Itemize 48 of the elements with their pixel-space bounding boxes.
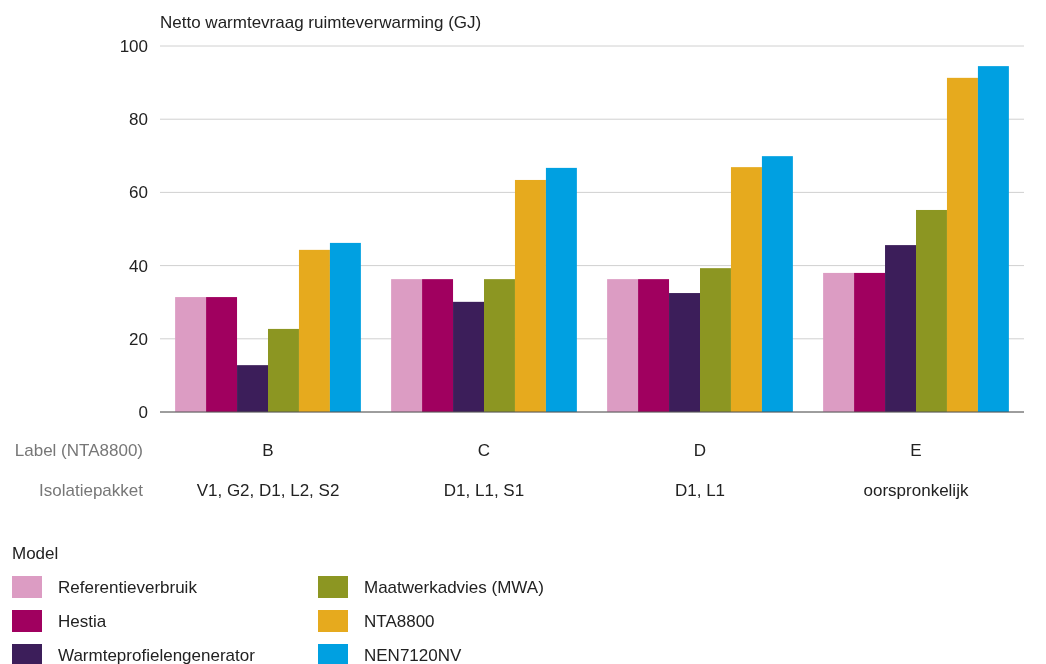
bar <box>823 272 855 412</box>
x-tick-label: B <box>262 441 274 460</box>
legend-label: NEN7120NV <box>364 646 462 664</box>
y-tick-label: 0 <box>138 403 148 422</box>
bar <box>422 279 454 412</box>
bar <box>206 297 238 412</box>
x-tick-label: D <box>693 441 707 460</box>
legend-label: Maatwerkadvies (MWA) <box>364 578 544 597</box>
bar <box>607 279 639 412</box>
text: Isolatiepakket <box>39 481 144 500</box>
bar <box>484 279 515 412</box>
x-tick-label: C <box>477 441 491 460</box>
y-axis-title: Netto warmtevraag ruimteverwarming (GJ) <box>160 13 482 32</box>
legend-label: Warmteprofielengenerator <box>58 646 256 664</box>
y-tick-label: 60 <box>129 183 148 203</box>
text: V1, G2, D1, L2, S2 <box>196 481 340 500</box>
bar <box>268 328 299 412</box>
y-tick-label: 100 <box>119 37 148 56</box>
bar <box>946 77 978 412</box>
legend-label: Referentieverbruik <box>58 578 198 597</box>
text: oorspronkelijk <box>863 481 969 500</box>
bar <box>730 167 762 412</box>
bar <box>638 279 670 412</box>
legend-label: Hestia <box>58 612 107 631</box>
bar <box>545 167 577 412</box>
bar <box>761 156 793 412</box>
legend-label: NTA8800 <box>364 612 435 631</box>
bar <box>700 268 731 412</box>
bar <box>237 365 268 412</box>
legend-title: Model <box>12 544 59 563</box>
bar <box>329 242 361 412</box>
x-tick-label: E <box>910 441 922 460</box>
bar <box>391 279 423 412</box>
bar <box>175 297 207 412</box>
text: D1, L1, S1 <box>443 481 525 500</box>
text: D1, L1 <box>674 481 726 500</box>
bar <box>977 66 1009 412</box>
bar <box>916 209 947 412</box>
y-tick-label: 80 <box>129 110 148 130</box>
y-tick-label: 20 <box>129 329 148 349</box>
bar <box>854 272 886 412</box>
bar <box>453 301 484 412</box>
bar <box>885 245 916 412</box>
bar <box>298 249 330 412</box>
bar <box>514 179 546 412</box>
bar <box>669 293 700 412</box>
y-tick-label: 40 <box>129 256 148 276</box>
x-axis-title: Label (NTA8800) <box>14 441 143 460</box>
